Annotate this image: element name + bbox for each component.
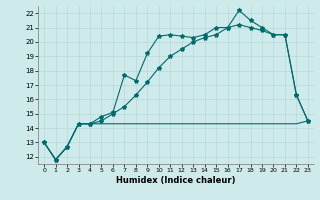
X-axis label: Humidex (Indice chaleur): Humidex (Indice chaleur) xyxy=(116,176,236,185)
